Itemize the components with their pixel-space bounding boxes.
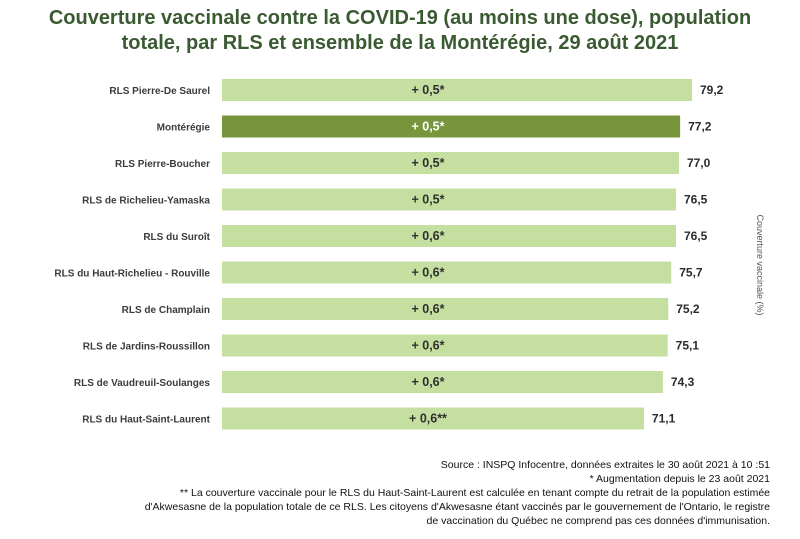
bar-chart: RLS Pierre-De Saurel + 0,5* 79,2 Montérégie…	[54, 79, 765, 430]
bars-layer: RLS Pierre-De Saurel + 0,5* 79,2 Montérégie…	[54, 79, 724, 430]
value-label: 74,3	[671, 375, 695, 389]
double-asterisk-note-line-2: d'Akwesasne de la population totale de c…	[144, 501, 770, 513]
category-label: RLS du Suroît	[143, 232, 210, 243]
value-label: 76,5	[684, 229, 708, 243]
bar	[222, 188, 676, 211]
bar	[222, 79, 692, 101]
double-asterisk-note-line-3: de vaccination du Québec ne comprend pas…	[426, 515, 770, 527]
bar-increase-label: + 0,6*	[411, 375, 444, 389]
bar-increase-label: + 0,6*	[411, 266, 444, 280]
category-label: RLS Pierre-Boucher	[115, 159, 210, 170]
category-label: RLS Pierre-De Saurel	[109, 86, 210, 97]
value-label: 75,7	[679, 266, 703, 280]
bar	[222, 334, 668, 357]
category-label: RLS du Haut-Saint-Laurent	[82, 415, 210, 426]
value-label: 77,0	[687, 156, 711, 170]
asterisk-note: * Augmentation depuis le 23 août 2021	[589, 473, 770, 485]
bar	[222, 298, 669, 320]
chart-title-line-1: Couverture vaccinale contre la COVID-19 …	[48, 7, 752, 29]
bar-increase-label: + 0,6*	[411, 302, 444, 316]
bar-increase-label: + 0,6**	[409, 412, 447, 426]
bar	[222, 152, 679, 174]
category-label: RLS du Haut-Richelieu - Rouville	[54, 269, 210, 280]
bar-increase-label: + 0,5*	[411, 83, 444, 97]
chart-title-line-2: totale, par RLS et ensemble de la Montér…	[121, 32, 679, 54]
value-label: 76,5	[684, 193, 708, 207]
value-label: 75,1	[676, 339, 700, 353]
source-note: Source : INSPQ Infocentre, données extra…	[440, 459, 770, 471]
bar-increase-label: + 0,5*	[411, 193, 444, 207]
bar-increase-label: + 0,5*	[411, 156, 444, 170]
category-label: RLS de Vaudreuil-Soulanges	[74, 378, 211, 389]
bar-increase-label: + 0,5*	[411, 120, 444, 134]
category-label: RLS de Champlain	[122, 305, 210, 316]
bar	[222, 407, 644, 430]
bar	[222, 261, 672, 284]
chart-title: Couverture vaccinale contre la COVID-19 …	[0, 6, 800, 56]
value-label: 71,1	[652, 412, 676, 426]
bar	[222, 371, 663, 393]
y-axis-label: Couverture vaccinale (%)	[755, 214, 765, 315]
chart-notes: Source : INSPQ Infocentre, données extra…	[30, 458, 770, 528]
value-label: 75,2	[676, 302, 700, 316]
value-label: 79,2	[700, 83, 724, 97]
category-label: Montérégie	[157, 123, 211, 134]
category-label: RLS de Jardins-Roussillon	[83, 342, 210, 353]
bar	[222, 115, 681, 138]
bar-increase-label: + 0,6*	[411, 339, 444, 353]
category-label: RLS de Richelieu-Yamaska	[82, 196, 210, 207]
bar	[222, 225, 676, 247]
double-asterisk-note-line-1: ** La couverture vaccinale pour le RLS d…	[179, 487, 770, 499]
bar-increase-label: + 0,6*	[411, 229, 444, 243]
value-label: 77,2	[688, 120, 712, 134]
